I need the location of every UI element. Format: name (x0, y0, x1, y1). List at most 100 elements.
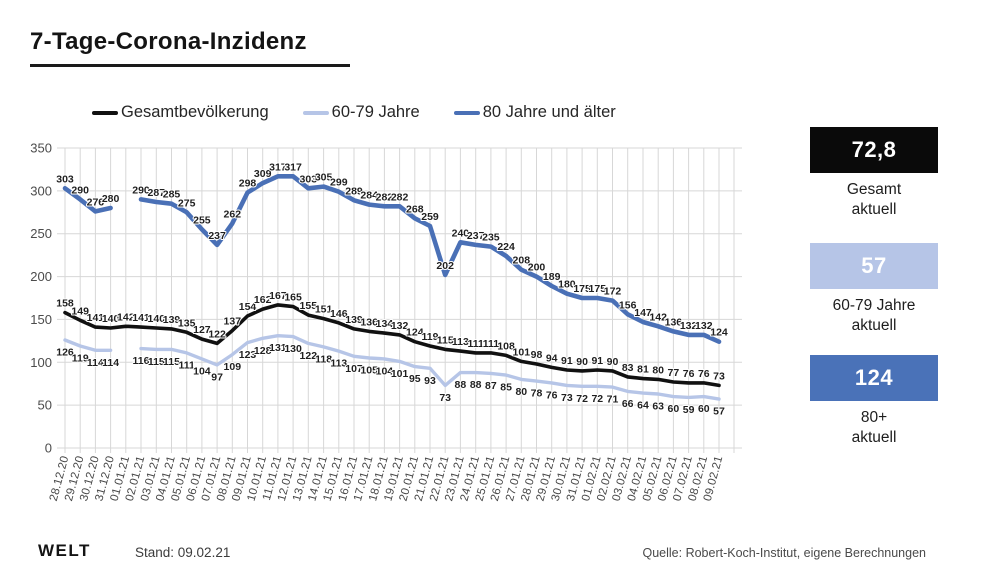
x-axis-labels: 28.12.2029.12.2030.12.2031.12.2001.01.21… (48, 455, 726, 503)
svg-text:235: 235 (482, 232, 500, 244)
svg-text:114: 114 (87, 357, 104, 369)
page-title: 7-Tage-Corona-Inzidenz (30, 28, 350, 67)
svg-text:136: 136 (360, 316, 378, 328)
svg-text:90: 90 (607, 356, 619, 368)
svg-text:108: 108 (497, 340, 515, 352)
svg-text:237: 237 (467, 230, 485, 242)
svg-text:208: 208 (513, 255, 531, 267)
svg-text:262: 262 (224, 208, 242, 220)
svg-text:189: 189 (543, 271, 561, 283)
svg-text:287: 287 (148, 187, 166, 199)
incidence-line-chart: 0 50 100 150 200 250 300 350 28.12.20 29.12.20 30.… (0, 140, 780, 540)
svg-text:116: 116 (133, 355, 150, 367)
svg-text:139: 139 (163, 314, 181, 326)
svg-text:91: 91 (591, 355, 603, 367)
svg-text:122: 122 (300, 350, 318, 362)
stat-label-gesamt: Gesamt aktuell (846, 181, 902, 218)
svg-text:72: 72 (576, 393, 588, 405)
svg-text:146: 146 (330, 308, 348, 320)
svg-text:57: 57 (713, 406, 725, 418)
svg-text:76: 76 (546, 389, 558, 401)
svg-text:85: 85 (500, 382, 512, 394)
svg-text:73: 73 (561, 392, 573, 404)
svg-text:350: 350 (30, 141, 52, 156)
svg-text:282: 282 (391, 191, 409, 203)
svg-text:180: 180 (558, 279, 576, 291)
svg-text:119: 119 (72, 353, 89, 365)
svg-text:64: 64 (637, 400, 649, 412)
y-axis-labels: 0 50 100 150 200 250 300 350 (30, 141, 52, 456)
svg-text:136: 136 (665, 316, 683, 328)
svg-text:289: 289 (345, 185, 363, 197)
svg-text:80: 80 (652, 364, 664, 376)
svg-text:158: 158 (56, 298, 74, 310)
svg-text:111: 111 (468, 338, 485, 350)
svg-text:135: 135 (178, 317, 196, 329)
svg-text:91: 91 (561, 355, 573, 367)
svg-text:76: 76 (698, 368, 710, 380)
svg-text:81: 81 (637, 364, 649, 376)
svg-text:149: 149 (71, 305, 89, 317)
svg-text:73: 73 (713, 370, 725, 382)
svg-text:305: 305 (315, 172, 333, 184)
svg-text:147: 147 (634, 307, 652, 319)
svg-text:130: 130 (284, 343, 302, 355)
legend-label-80-plus: 80 Jahre und älter (482, 103, 616, 121)
svg-text:268: 268 (406, 203, 424, 215)
svg-text:141: 141 (132, 312, 150, 324)
svg-text:280: 280 (102, 193, 120, 205)
series-line-1 (63, 303, 721, 388)
series-line-2 (62, 173, 722, 344)
stat-value-gesamt: 72,8 (810, 127, 938, 173)
svg-text:237: 237 (208, 230, 226, 242)
svg-text:113: 113 (452, 336, 469, 348)
legend-label-60-79: 60-79 Jahre (331, 103, 420, 121)
svg-text:109: 109 (224, 361, 242, 373)
legend-item-80-und-aelter: 80 Jahre und älter (453, 103, 616, 122)
svg-text:137: 137 (224, 316, 242, 328)
svg-text:0: 0 (45, 441, 52, 456)
svg-text:113: 113 (330, 358, 347, 370)
svg-text:250: 250 (30, 226, 52, 241)
svg-text:299: 299 (330, 177, 348, 189)
svg-text:303: 303 (300, 173, 318, 185)
svg-text:101: 101 (391, 368, 409, 380)
legend-swatch-gesamt (92, 110, 118, 115)
svg-text:115: 115 (437, 334, 454, 346)
svg-text:175: 175 (589, 283, 607, 295)
svg-text:88: 88 (470, 379, 482, 391)
stat-60-79: 57 60-79 Jahre aktuell (810, 243, 938, 336)
legend-item-60-79-jahre: 60-79 Jahre (302, 103, 420, 122)
legend-swatch-60-79 (302, 110, 329, 115)
svg-text:139: 139 (345, 314, 363, 326)
svg-text:142: 142 (649, 311, 667, 323)
source-credit: Quelle: Robert-Koch-Institut, eigene Ber… (642, 546, 926, 560)
svg-text:98: 98 (531, 349, 543, 361)
svg-text:124: 124 (710, 327, 728, 339)
svg-text:97: 97 (211, 371, 223, 383)
svg-text:317: 317 (284, 161, 302, 173)
svg-text:140: 140 (148, 313, 166, 325)
svg-text:300: 300 (30, 183, 52, 198)
svg-text:317: 317 (269, 161, 287, 173)
svg-text:309: 309 (254, 168, 272, 180)
svg-text:72: 72 (591, 393, 603, 405)
svg-text:202: 202 (436, 260, 454, 272)
series-line-0 (63, 333, 721, 401)
svg-text:115: 115 (163, 356, 180, 368)
svg-text:200: 200 (528, 262, 546, 274)
svg-text:78: 78 (531, 388, 543, 400)
svg-text:240: 240 (452, 227, 470, 239)
svg-text:105: 105 (360, 365, 378, 377)
svg-text:285: 285 (163, 189, 181, 201)
svg-text:156: 156 (619, 299, 637, 311)
current-values-panel: 72,8 Gesamt aktuell 57 60-79 Jahre aktue… (810, 127, 938, 447)
stat-label-80-plus: 80+ aktuell (851, 409, 897, 446)
svg-text:77: 77 (668, 367, 680, 379)
svg-text:73: 73 (439, 392, 451, 404)
svg-text:175: 175 (573, 283, 591, 295)
svg-text:101: 101 (513, 346, 531, 358)
svg-text:275: 275 (178, 197, 196, 209)
stat-value-80-plus: 124 (810, 355, 938, 401)
stand-date: Stand: 09.02.21 (135, 545, 231, 560)
